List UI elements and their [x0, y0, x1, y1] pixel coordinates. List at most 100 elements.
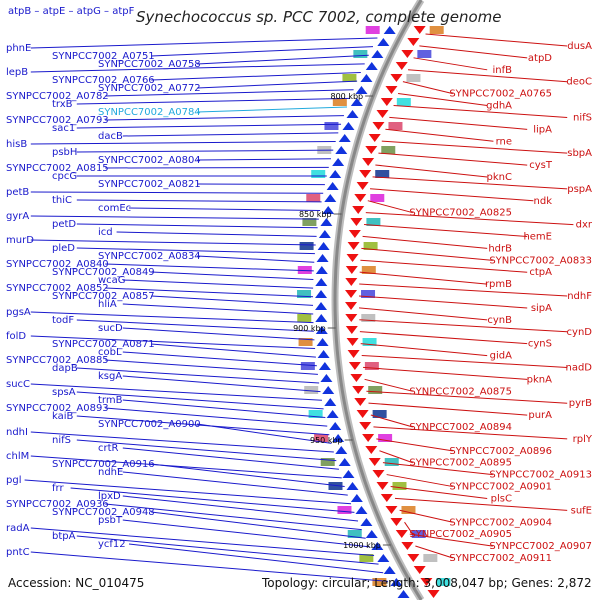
- right-gene-label: cynD: [567, 327, 593, 338]
- left-connector-line: [197, 54, 369, 65]
- feature-block: [364, 362, 379, 370]
- left-gene-label: SYNPCC7002_A0900: [98, 419, 201, 430]
- feature-track-layer: [297, 26, 451, 598]
- right-gene-label: purA: [528, 410, 552, 421]
- forward-gene-arrow: [326, 410, 339, 418]
- feature-block: [324, 122, 339, 130]
- feature-block: [381, 146, 396, 154]
- left-connector-line: [30, 239, 316, 246]
- left-connector-line: [76, 223, 318, 229]
- right-connector-line: [382, 462, 493, 476]
- right-connector-line: [362, 366, 528, 380]
- forward-gene-arrow: [329, 422, 342, 430]
- forward-gene-arrow: [318, 230, 331, 238]
- right-gene-label: lipA: [533, 124, 552, 135]
- forward-gene-arrow: [317, 350, 330, 358]
- left-gene-label: SYNPCC7002_A0852: [6, 283, 109, 294]
- forward-gene-arrow: [360, 518, 373, 526]
- forward-gene-arrow: [315, 266, 328, 274]
- right-gene-label: dxr: [576, 220, 593, 231]
- left-gene-label: phnE: [6, 43, 31, 54]
- forward-gene-arrow: [329, 170, 342, 178]
- feature-block: [368, 386, 383, 394]
- left-gene-label: hisB: [6, 139, 27, 150]
- feature-block: [384, 458, 399, 466]
- right-connector-line: [368, 402, 528, 416]
- left-connector-line: [122, 519, 370, 548]
- left-connector-line: [151, 295, 314, 306]
- right-gene-label: rpmB: [485, 279, 512, 290]
- right-connector-line: [404, 521, 414, 535]
- left-connector-line: [30, 37, 378, 49]
- right-gene-label: ctpA: [529, 267, 552, 278]
- forward-gene-arrow: [355, 506, 368, 514]
- feature-block: [299, 242, 314, 250]
- left-gene-label: SYNPCC7002_A0916: [52, 459, 155, 470]
- right-gene-label: hdrB: [488, 243, 512, 254]
- left-gene-label: SYNPCC7002_A0784: [98, 107, 201, 118]
- feature-block: [365, 26, 380, 34]
- left-connector-line: [122, 132, 339, 137]
- feature-block: [302, 218, 317, 226]
- left-gene-label: lpxD: [98, 491, 121, 502]
- reverse-gene-arrow: [372, 122, 385, 130]
- reverse-gene-arrow: [346, 338, 359, 346]
- forward-gene-arrow: [346, 110, 359, 118]
- reverse-gene-arrow: [345, 314, 358, 322]
- right-connector-line: [360, 343, 488, 357]
- feature-block: [320, 458, 335, 466]
- left-gene-label: btpA: [52, 531, 76, 542]
- right-connector-line: [359, 331, 528, 345]
- right-gene-label: hemE: [523, 232, 552, 243]
- right-gene-label: infB: [493, 65, 513, 76]
- reverse-gene-arrow: [407, 554, 420, 562]
- forward-gene-arrow: [335, 446, 348, 454]
- left-gene-label: ndhE: [98, 467, 123, 478]
- feature-block: [372, 578, 387, 586]
- reverse-gene-arrow: [413, 566, 426, 574]
- feature-block: [406, 74, 421, 82]
- left-gene-label: SYNPCC7002_A0871: [52, 339, 155, 350]
- feature-block: [401, 506, 416, 514]
- forward-gene-arrow: [360, 74, 373, 82]
- left-connector-line: [122, 447, 339, 470]
- feature-block: [300, 362, 315, 370]
- right-gene-label: rne: [496, 136, 512, 147]
- right-connector-line: [385, 128, 494, 142]
- reverse-gene-arrow: [356, 410, 369, 418]
- tick-label: 850 kbp: [299, 210, 332, 219]
- forward-gene-arrow: [397, 590, 410, 598]
- left-connector-line: [105, 407, 328, 427]
- left-gene-label: nifS: [52, 435, 71, 446]
- reverse-gene-arrow: [395, 62, 408, 70]
- left-connector-line: [105, 287, 314, 298]
- left-gene-label: psbH: [52, 147, 77, 158]
- feature-block: [342, 74, 357, 82]
- forward-gene-arrow: [318, 362, 331, 370]
- right-gene-label: SYNPCC7002_A0765: [449, 89, 552, 100]
- feature-block: [429, 26, 444, 34]
- left-gene-label: trmB: [98, 395, 123, 406]
- reverse-gene-arrow: [376, 110, 389, 118]
- forward-gene-arrow: [377, 38, 390, 46]
- map-title: Synechococcus sp. PCC 7002, complete gen…: [136, 8, 502, 26]
- left-connector-line: [197, 80, 358, 89]
- left-connector-line: [105, 89, 354, 97]
- feature-block: [361, 290, 376, 298]
- left-gene-label: SYNPCC7002_A0821: [98, 179, 201, 190]
- tick-label: 900 kbp: [293, 324, 326, 333]
- reverse-gene-arrow: [385, 506, 398, 514]
- feature-block: [417, 50, 432, 58]
- left-gene-label: lepB: [6, 67, 28, 78]
- arc-layer: [331, 0, 425, 600]
- right-gene-label: gidA: [490, 351, 512, 362]
- reverse-gene-arrow: [395, 530, 408, 538]
- left-connector-line: [197, 255, 315, 263]
- right-gene-label: dusA: [567, 41, 592, 52]
- reverse-gene-arrow: [345, 302, 358, 310]
- feature-block: [297, 290, 312, 298]
- left-connector-line: [105, 503, 362, 531]
- forward-gene-arrow: [390, 578, 403, 586]
- right-gene-label: cynS: [528, 339, 552, 350]
- reverse-gene-arrow: [390, 518, 403, 526]
